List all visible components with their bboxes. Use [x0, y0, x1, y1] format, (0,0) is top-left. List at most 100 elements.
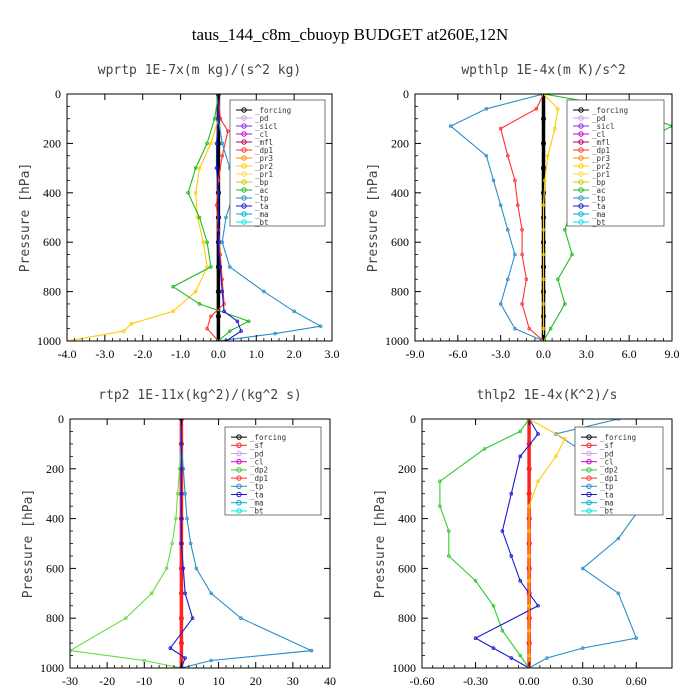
- legend-entry: _cl: [600, 458, 614, 467]
- data-point: [545, 656, 549, 660]
- legend-marker: [236, 467, 242, 473]
- data-point: [580, 646, 585, 650]
- x-tick-label: 9.0: [665, 347, 680, 361]
- data-point: [220, 141, 225, 146]
- data-point: [541, 203, 546, 207]
- data-point: [570, 252, 574, 257]
- legend-marker: [236, 500, 242, 506]
- data-point: [580, 566, 585, 571]
- data-point: [179, 541, 184, 546]
- data-point: [227, 329, 232, 333]
- y-tick-label: 600: [43, 235, 61, 249]
- y-tick-label: 0: [403, 87, 409, 101]
- legend-marker: [241, 219, 247, 225]
- data-point: [541, 228, 546, 232]
- data-point: [220, 240, 225, 245]
- legend-marker: [241, 203, 247, 209]
- data-point: [520, 302, 524, 306]
- legend-entry: _forcing: [255, 106, 291, 115]
- legend-entry: _dp1: [592, 146, 610, 155]
- data-point: [194, 566, 199, 571]
- series-group: [438, 419, 639, 668]
- legend-marker: [586, 491, 592, 498]
- x-tick-label: -0.60: [410, 674, 435, 688]
- x-tick-label: -6.0: [448, 347, 467, 361]
- data-point: [513, 178, 517, 183]
- legend-entry: _tp: [600, 482, 614, 491]
- x-tick-label: 40: [324, 674, 336, 688]
- data-point: [175, 491, 180, 496]
- series-line-tp: [180, 419, 314, 668]
- data-point: [262, 289, 266, 294]
- legend-entry: _ma: [255, 210, 269, 219]
- x-tick-label: 6.0: [622, 347, 637, 361]
- x-tick-label: -20: [99, 674, 115, 688]
- legend-marker: [586, 500, 592, 506]
- legend-entry: _pr3: [255, 154, 273, 163]
- x-tick-label: 0.60: [626, 674, 647, 688]
- legend-entry: _ta: [600, 490, 614, 499]
- legend-marker: [578, 179, 584, 185]
- data-point: [121, 329, 126, 333]
- legend-entry: _dp2: [250, 466, 268, 475]
- legend-entry: _sf: [250, 441, 264, 450]
- legend-marker: [241, 139, 247, 145]
- legend-marker: [578, 219, 584, 225]
- legend-entry: _ma: [592, 210, 606, 219]
- x-tick-label: -2.0: [133, 347, 152, 361]
- data-point: [527, 529, 531, 533]
- legend-marker: [241, 163, 247, 169]
- data-point: [518, 579, 523, 583]
- data-point: [555, 107, 560, 111]
- y-axis-label: Pressure [hPa]: [18, 163, 33, 273]
- series-group: [70, 419, 314, 668]
- data-point: [183, 591, 187, 596]
- data-point: [205, 240, 209, 245]
- legend-entry: _bt: [255, 218, 269, 227]
- series-line-dp2: [70, 419, 182, 668]
- data-point: [520, 228, 524, 232]
- x-tick-label: 2.0: [287, 347, 302, 361]
- figure-title: taus_144_c8m_cbuoyp BUDGET at260E,12N: [192, 25, 509, 44]
- legend-marker: [578, 147, 584, 153]
- y-tick-label: 0: [55, 87, 61, 101]
- y-tick-label: 200: [398, 462, 416, 476]
- data-point: [214, 166, 219, 170]
- data-point: [527, 504, 531, 508]
- legend-entry: _bp: [255, 178, 269, 187]
- y-tick-label: 1000: [37, 334, 61, 348]
- legend-entry: _pd: [592, 114, 606, 123]
- legend: _forcing_pd_sicl_cl_mfl_dp1_pr3_pr2_pr1_…: [229, 99, 326, 227]
- data-point: [201, 240, 206, 245]
- data-point: [183, 656, 187, 660]
- legend-entry: _bt: [600, 507, 614, 516]
- data-point: [142, 658, 147, 663]
- data-point: [518, 454, 523, 459]
- data-point: [164, 566, 169, 571]
- data-point: [540, 190, 547, 196]
- data-point: [540, 116, 547, 122]
- legend-entry: _tp: [250, 482, 264, 491]
- x-tick-label: 0: [178, 674, 184, 688]
- legend-marker: [578, 139, 584, 145]
- data-point: [149, 591, 154, 596]
- legend-marker: [241, 131, 247, 137]
- data-point: [193, 289, 198, 294]
- series-line-pd: [528, 419, 566, 668]
- data-point: [193, 191, 198, 195]
- legend-entry: _ac: [255, 186, 269, 195]
- data-point: [292, 309, 296, 314]
- data-point: [563, 228, 567, 232]
- data-point: [527, 628, 531, 633]
- legend-marker: [236, 483, 242, 489]
- legend-entry: _mfl: [255, 138, 273, 147]
- series-line-pr2: [67, 94, 219, 341]
- legend-entry: _pd: [250, 449, 264, 458]
- legend-marker: [241, 155, 247, 161]
- legend-entry: _bt: [592, 218, 606, 227]
- data-point: [179, 466, 184, 471]
- data-point: [209, 314, 213, 319]
- data-point: [179, 516, 184, 521]
- data-point: [215, 313, 222, 319]
- data-point: [506, 228, 510, 232]
